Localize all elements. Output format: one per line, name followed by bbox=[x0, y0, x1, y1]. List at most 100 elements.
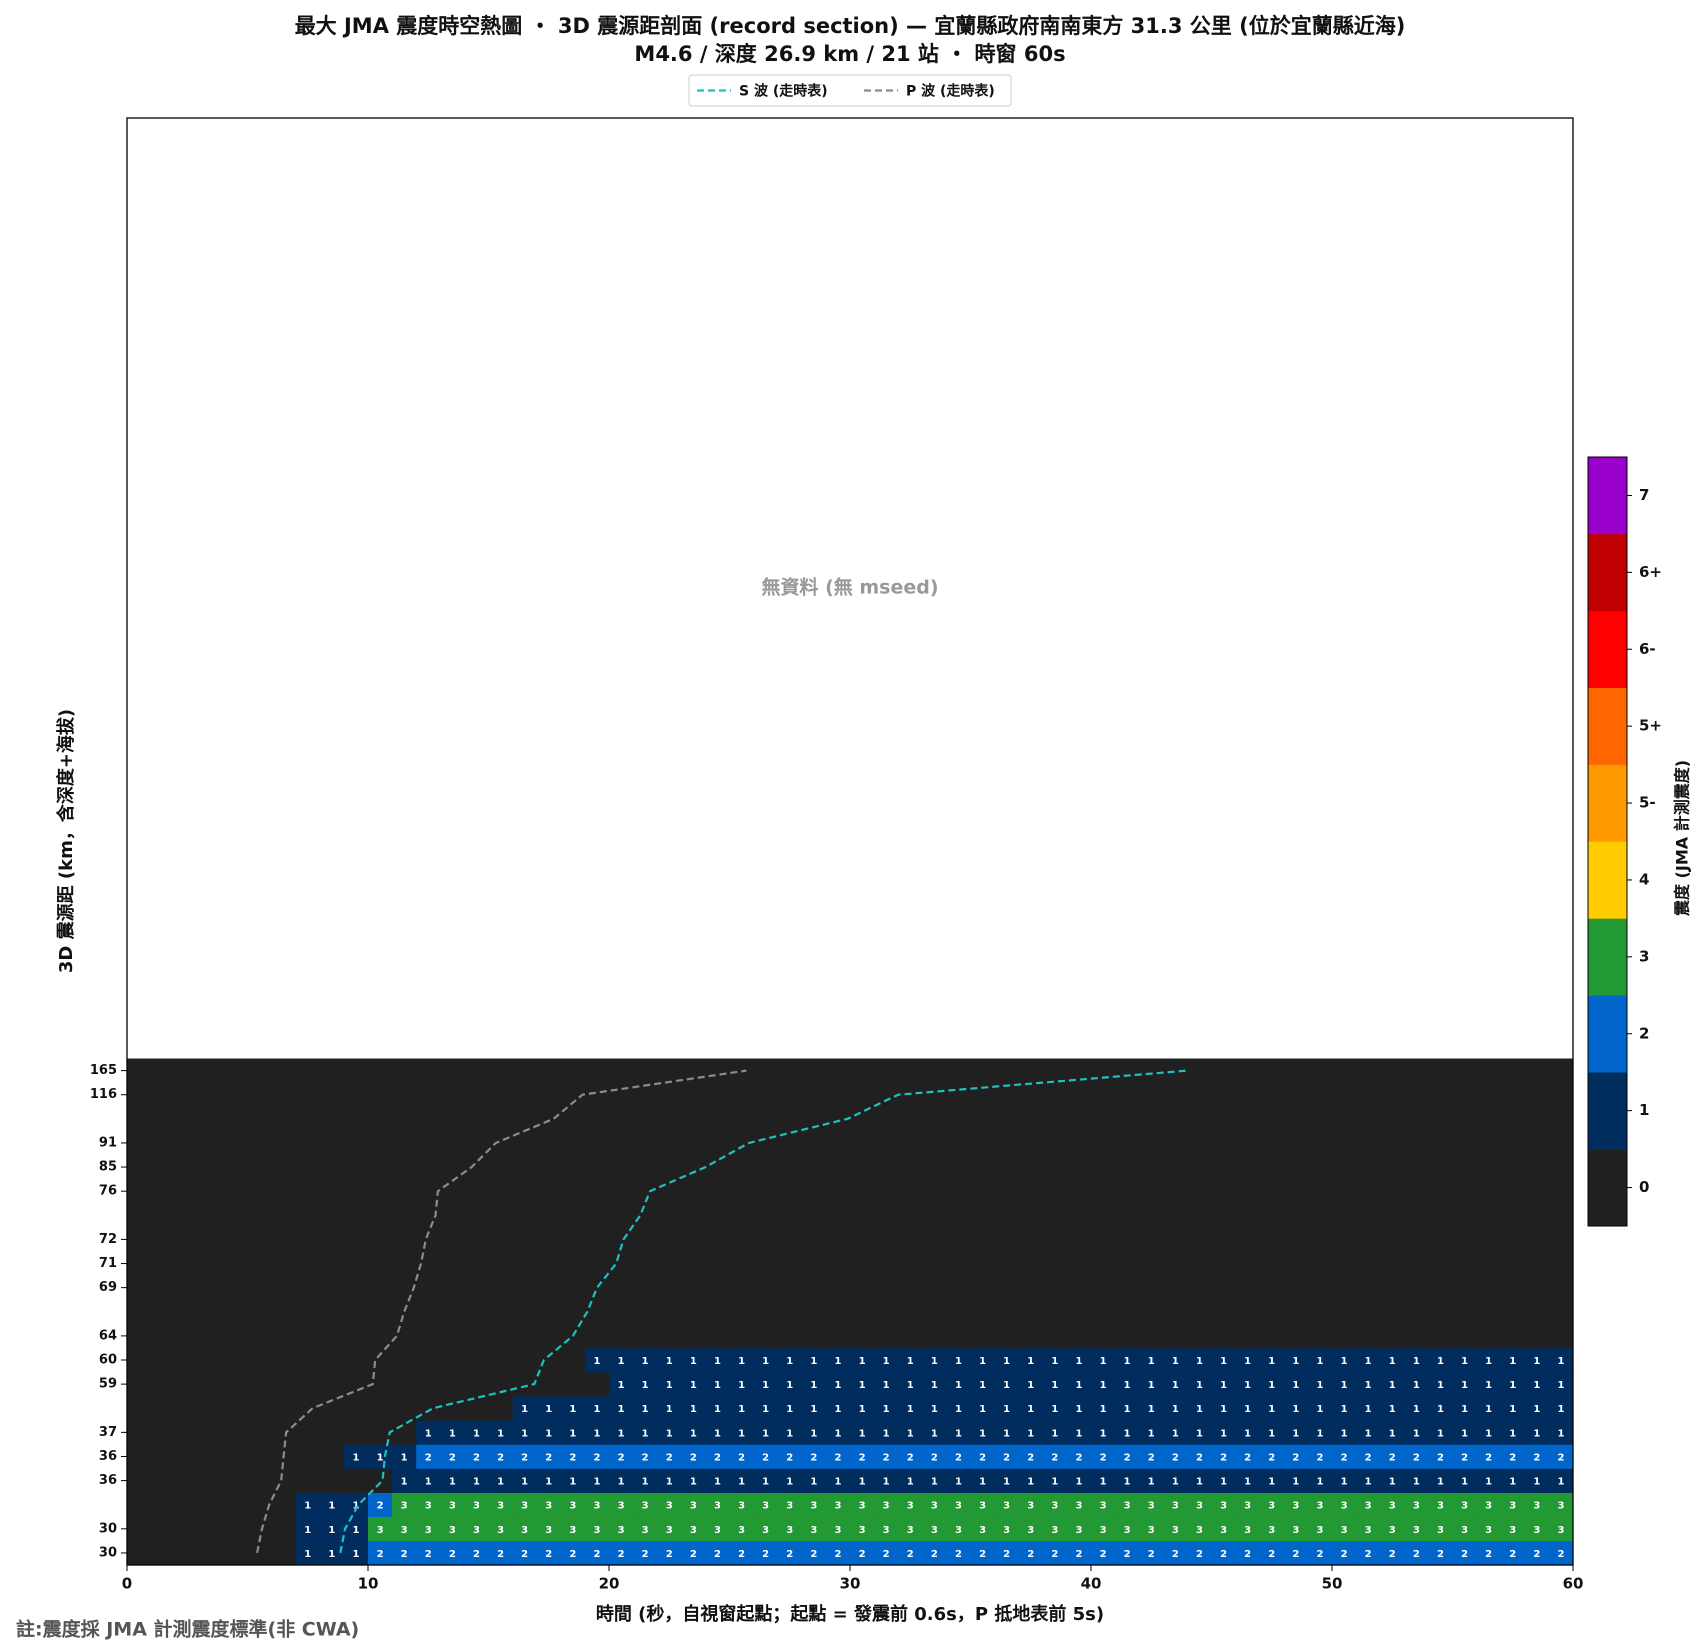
heatmap-cell bbox=[368, 1299, 393, 1325]
heatmap-cell bbox=[271, 1082, 296, 1108]
heatmap-cell bbox=[536, 1444, 562, 1469]
cell-label: 2 bbox=[1389, 1452, 1396, 1463]
heatmap-cell bbox=[1428, 1179, 1453, 1204]
heatmap-cell bbox=[464, 1203, 489, 1228]
heatmap-cell bbox=[970, 1372, 995, 1397]
heatmap-cell bbox=[175, 1516, 200, 1542]
cell-label: 1 bbox=[666, 1356, 673, 1367]
heatmap-cell bbox=[1187, 1372, 1212, 1397]
cell-label: 1 bbox=[1075, 1404, 1082, 1415]
cell-label: 1 bbox=[859, 1428, 866, 1439]
cell-label: 1 bbox=[859, 1356, 866, 1367]
heatmap-cell bbox=[657, 1299, 682, 1325]
cell-label: 1 bbox=[931, 1477, 938, 1488]
heatmap-cell bbox=[1524, 1444, 1550, 1469]
heatmap-cell bbox=[1091, 1275, 1116, 1301]
cell-label: 1 bbox=[1413, 1477, 1420, 1488]
heatmap-cell bbox=[199, 1155, 224, 1180]
cell-label: 1 bbox=[1461, 1477, 1468, 1488]
heatmap-cell bbox=[392, 1396, 417, 1421]
heatmap-cell bbox=[1332, 1082, 1357, 1108]
cell-label: 1 bbox=[666, 1477, 673, 1488]
cell-label: 1 bbox=[1509, 1428, 1516, 1439]
heatmap-cell bbox=[777, 1323, 803, 1349]
heatmap-cell bbox=[1042, 1396, 1068, 1421]
heatmap-cell bbox=[1283, 1347, 1309, 1373]
heatmap-cell bbox=[922, 1251, 947, 1276]
heatmap-cell bbox=[488, 1130, 513, 1156]
heatmap-cell bbox=[922, 1203, 947, 1228]
heatmap-cell bbox=[1235, 1420, 1260, 1445]
y-tick-label: 85 bbox=[99, 1160, 117, 1175]
heatmap-cell bbox=[1548, 1155, 1574, 1180]
heatmap-cell bbox=[368, 1227, 393, 1252]
heatmap-cell bbox=[1235, 1323, 1260, 1349]
cell-label: 1 bbox=[352, 1452, 359, 1463]
heatmap-cell bbox=[657, 1251, 682, 1276]
heatmap-cell bbox=[970, 1058, 995, 1083]
cell-label: 3 bbox=[1485, 1501, 1492, 1512]
heatmap-cell bbox=[175, 1299, 200, 1325]
cell-label: 2 bbox=[1003, 1452, 1010, 1463]
heatmap-cell bbox=[536, 1203, 562, 1228]
heatmap-cell bbox=[1163, 1227, 1188, 1252]
cell-label: 1 bbox=[1316, 1404, 1323, 1415]
heatmap-cell bbox=[127, 1444, 152, 1469]
heatmap-cell bbox=[1139, 1106, 1164, 1132]
colorbar-tick-label: 1 bbox=[1639, 1101, 1649, 1119]
heatmap-cell bbox=[1283, 1106, 1309, 1132]
heatmap-cell bbox=[1548, 1251, 1574, 1276]
heatmap-cell bbox=[1548, 1492, 1574, 1518]
heatmap-cell bbox=[825, 1420, 851, 1445]
heatmap-cell bbox=[1042, 1251, 1068, 1276]
heatmap-cell bbox=[1091, 1106, 1116, 1132]
heatmap-cell bbox=[151, 1227, 176, 1252]
heatmap-cell bbox=[1211, 1275, 1236, 1301]
heatmap-cell bbox=[440, 1251, 465, 1276]
heatmap-cell bbox=[1211, 1468, 1236, 1493]
cell-label: 1 bbox=[1413, 1428, 1420, 1439]
heatmap-cell bbox=[922, 1444, 947, 1469]
heatmap-cell bbox=[1018, 1323, 1044, 1349]
heatmap-cell bbox=[1307, 1347, 1333, 1373]
heatmap-cell bbox=[1356, 1155, 1381, 1180]
cell-label: 3 bbox=[1220, 1501, 1227, 1512]
legend-label: P 波 (走時表) bbox=[906, 83, 995, 100]
heatmap-cell bbox=[1139, 1130, 1164, 1156]
heatmap-cell bbox=[536, 1420, 562, 1445]
cell-label: 3 bbox=[907, 1501, 914, 1512]
heatmap-cell bbox=[319, 1492, 345, 1518]
heatmap-cell bbox=[1332, 1299, 1357, 1325]
heatmap-cell bbox=[1332, 1251, 1357, 1276]
cell-label: 1 bbox=[690, 1477, 697, 1488]
heatmap-cell bbox=[1356, 1179, 1381, 1204]
heatmap-cell bbox=[898, 1179, 923, 1204]
heatmap-cell bbox=[1211, 1372, 1236, 1397]
heatmap-cell bbox=[560, 1203, 586, 1228]
heatmap-cell bbox=[1235, 1396, 1260, 1421]
cell-label: 1 bbox=[1365, 1356, 1372, 1367]
heatmap-cell bbox=[319, 1347, 345, 1373]
heatmap-cell bbox=[1235, 1444, 1260, 1469]
heatmap-cell bbox=[512, 1179, 537, 1204]
heatmap-cell bbox=[825, 1492, 851, 1518]
cell-label: 2 bbox=[569, 1452, 576, 1463]
heatmap-cell bbox=[753, 1516, 778, 1542]
cell-label: 1 bbox=[1003, 1477, 1010, 1488]
heatmap-cell bbox=[368, 1203, 393, 1228]
heatmap-cell bbox=[223, 1106, 248, 1132]
heatmap-cell bbox=[1091, 1299, 1116, 1325]
heatmap-cell bbox=[536, 1275, 562, 1301]
heatmap-cell bbox=[753, 1275, 778, 1301]
heatmap-cell bbox=[1500, 1275, 1526, 1301]
heatmap-cell bbox=[1356, 1130, 1381, 1156]
heatmap-cell bbox=[223, 1396, 248, 1421]
heatmap-cell bbox=[850, 1155, 875, 1180]
cell-label: 3 bbox=[449, 1501, 456, 1512]
heatmap-cell bbox=[801, 1347, 827, 1373]
cell-label: 1 bbox=[1437, 1356, 1444, 1367]
heatmap-cell bbox=[1211, 1516, 1236, 1542]
heatmap-cell bbox=[1452, 1372, 1477, 1397]
heatmap-cell bbox=[1332, 1396, 1357, 1421]
